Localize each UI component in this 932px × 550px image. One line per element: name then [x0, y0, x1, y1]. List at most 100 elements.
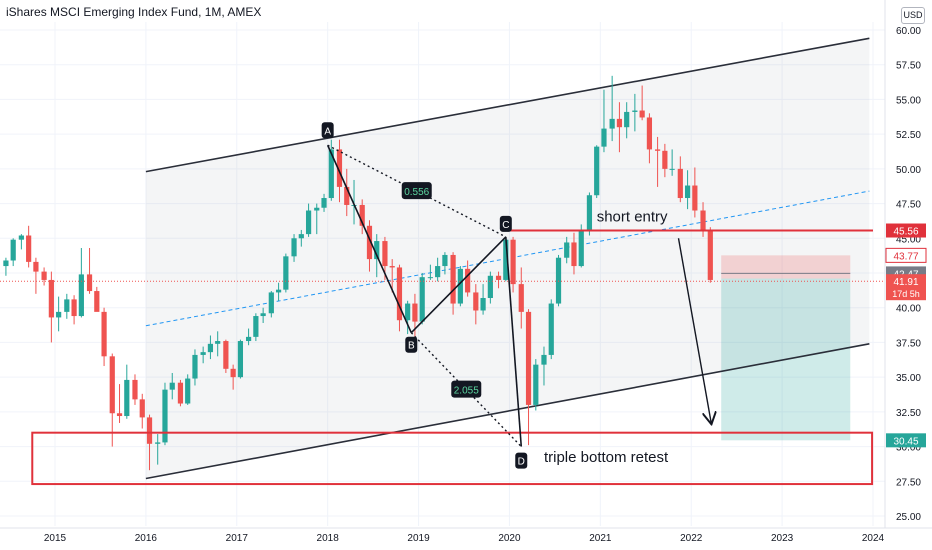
- point-badge: [321, 122, 334, 139]
- candle: [268, 291, 274, 318]
- currency-button[interactable]: USD: [901, 7, 925, 24]
- candle-body: [366, 225, 373, 260]
- candle: [442, 252, 448, 275]
- candle-body: [185, 378, 191, 404]
- y-tick-label: 25.00: [896, 512, 921, 523]
- price-tag-bg: [886, 433, 926, 448]
- candle-body: [480, 297, 486, 311]
- candle-body: [473, 292, 479, 311]
- candle: [305, 203, 312, 237]
- candle-body: [155, 442, 161, 444]
- point-label: D: [518, 457, 525, 468]
- candle-body: [601, 128, 607, 147]
- candle-body: [260, 313, 266, 317]
- candle: [677, 156, 683, 203]
- candle-body: [555, 257, 562, 304]
- candle: [639, 85, 645, 121]
- candle-body: [564, 242, 570, 258]
- candle: [473, 284, 479, 325]
- candle-body: [586, 195, 593, 232]
- candle-body: [359, 204, 365, 226]
- candle: [169, 372, 175, 400]
- ratio-badge: [401, 182, 432, 200]
- y-tick-label: 30.00: [896, 443, 921, 454]
- candle: [616, 102, 623, 153]
- point-badge: [499, 215, 512, 232]
- candle: [594, 145, 600, 199]
- pattern-bd-ratio-line: [410, 332, 522, 448]
- candle-body: [18, 235, 24, 240]
- candle: [275, 282, 282, 301]
- candle-body: [237, 341, 244, 378]
- triple-bottom-label: triple bottom retest: [544, 449, 669, 466]
- candle: [215, 331, 221, 357]
- x-tick-label: 2019: [407, 533, 430, 544]
- candle-body: [10, 239, 16, 261]
- candle-body: [487, 275, 493, 298]
- candle: [692, 167, 698, 218]
- candle: [624, 102, 630, 139]
- point-badge: [405, 336, 418, 353]
- candle-body: [639, 110, 645, 118]
- candle-body: [223, 341, 229, 369]
- pattern-point-d: D: [515, 452, 528, 469]
- candle: [662, 143, 668, 178]
- candle: [283, 253, 289, 293]
- price-tag-red: 45.56: [886, 223, 926, 238]
- candle-body: [541, 354, 547, 365]
- candle: [139, 393, 145, 429]
- candle-body: [132, 379, 138, 400]
- candle-body: [662, 150, 668, 169]
- candle-body: [344, 186, 350, 205]
- candle: [298, 229, 304, 247]
- candle: [586, 192, 593, 236]
- candle: [132, 374, 138, 405]
- candle: [237, 339, 244, 379]
- candle-body: [245, 336, 252, 342]
- candle: [200, 346, 206, 364]
- candle-body: [253, 316, 259, 337]
- candle-body: [26, 235, 32, 262]
- candle: [328, 139, 334, 201]
- y-tick-label: 52.50: [896, 130, 921, 141]
- candle-body: [533, 364, 539, 405]
- grid: [0, 22, 885, 526]
- candle-body: [442, 254, 448, 267]
- price-tag-bg: [886, 223, 926, 238]
- y-tick-label: 32.50: [896, 408, 921, 419]
- candle-body: [192, 354, 198, 379]
- candle-body: [669, 168, 675, 170]
- candle: [396, 264, 403, 332]
- candle: [155, 434, 161, 465]
- y-tick-label: 57.50: [896, 61, 921, 72]
- price-tag-countdown: 17d 5h: [892, 289, 920, 299]
- candle-body: [571, 242, 577, 267]
- candle-body: [632, 110, 638, 112]
- candle: [253, 313, 259, 342]
- candle: [260, 307, 266, 323]
- candle-body: [654, 149, 661, 151]
- candle-body: [684, 185, 691, 199]
- candle-body: [450, 254, 456, 304]
- candle-body: [503, 239, 509, 280]
- ratio-ab-badge: 0.556: [401, 182, 432, 200]
- candle-body: [230, 368, 236, 378]
- candle-body: [268, 292, 274, 314]
- candle: [495, 271, 502, 289]
- candle-body: [169, 382, 175, 390]
- candle-body: [525, 311, 532, 405]
- candle: [78, 248, 84, 318]
- candle-body: [700, 210, 706, 230]
- candle-body: [435, 266, 441, 278]
- candle: [321, 193, 327, 212]
- candle-body: [389, 266, 395, 268]
- candle-body: [48, 279, 54, 318]
- candle: [646, 113, 653, 164]
- point-label: C: [502, 220, 509, 231]
- candle-body: [578, 231, 584, 267]
- candle: [291, 234, 297, 262]
- candle-body: [71, 299, 77, 317]
- candle-body: [291, 238, 297, 257]
